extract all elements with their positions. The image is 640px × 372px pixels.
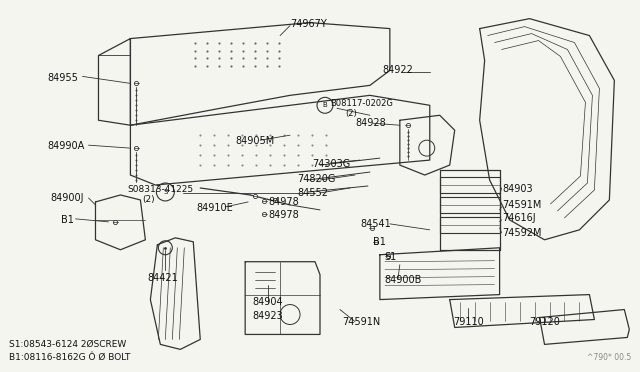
Text: 84990A: 84990A: [47, 141, 85, 151]
Text: B1: B1: [61, 215, 74, 225]
Text: 84955: 84955: [47, 73, 79, 83]
Text: 79110: 79110: [452, 317, 483, 327]
Text: 84978: 84978: [268, 210, 299, 220]
Text: (2): (2): [345, 109, 356, 118]
Text: B: B: [323, 102, 328, 108]
Text: 74967Y: 74967Y: [290, 19, 327, 29]
Text: ^790* 00.5: ^790* 00.5: [587, 353, 631, 362]
Text: 84905M: 84905M: [235, 136, 275, 146]
Text: 84900B: 84900B: [385, 275, 422, 285]
Text: 84903: 84903: [502, 184, 533, 194]
Text: 84900J: 84900J: [51, 193, 84, 203]
Text: 84421: 84421: [147, 273, 178, 283]
Text: S08313-41225: S08313-41225: [127, 185, 193, 194]
Text: B1:08116-8162G Ô Ø BOLT: B1:08116-8162G Ô Ø BOLT: [9, 352, 130, 361]
Text: 84978: 84978: [268, 197, 299, 207]
Text: 84928: 84928: [355, 118, 386, 128]
Text: 74303G: 74303G: [312, 159, 350, 169]
Text: B08117-0202G: B08117-0202G: [330, 99, 393, 108]
Text: 74591M: 74591M: [502, 200, 542, 210]
Text: 74616J: 74616J: [502, 213, 536, 223]
Text: 84552: 84552: [297, 188, 328, 198]
Text: 74820G: 74820G: [297, 174, 335, 184]
Text: 84923: 84923: [252, 311, 283, 321]
Text: 84910E: 84910E: [196, 203, 233, 213]
Text: S1:08543-6124 2ØSCREW: S1:08543-6124 2ØSCREW: [9, 339, 126, 349]
Text: 84904: 84904: [252, 296, 283, 307]
Text: B1: B1: [373, 237, 386, 247]
Text: 84541: 84541: [360, 219, 390, 229]
Text: 74591N: 74591N: [342, 317, 380, 327]
Text: 74592M: 74592M: [502, 228, 542, 238]
Text: (2): (2): [142, 195, 155, 204]
Text: S: S: [163, 189, 168, 195]
Text: 79120: 79120: [529, 317, 561, 327]
Text: S1: S1: [385, 252, 397, 262]
Text: 84922: 84922: [383, 65, 413, 76]
